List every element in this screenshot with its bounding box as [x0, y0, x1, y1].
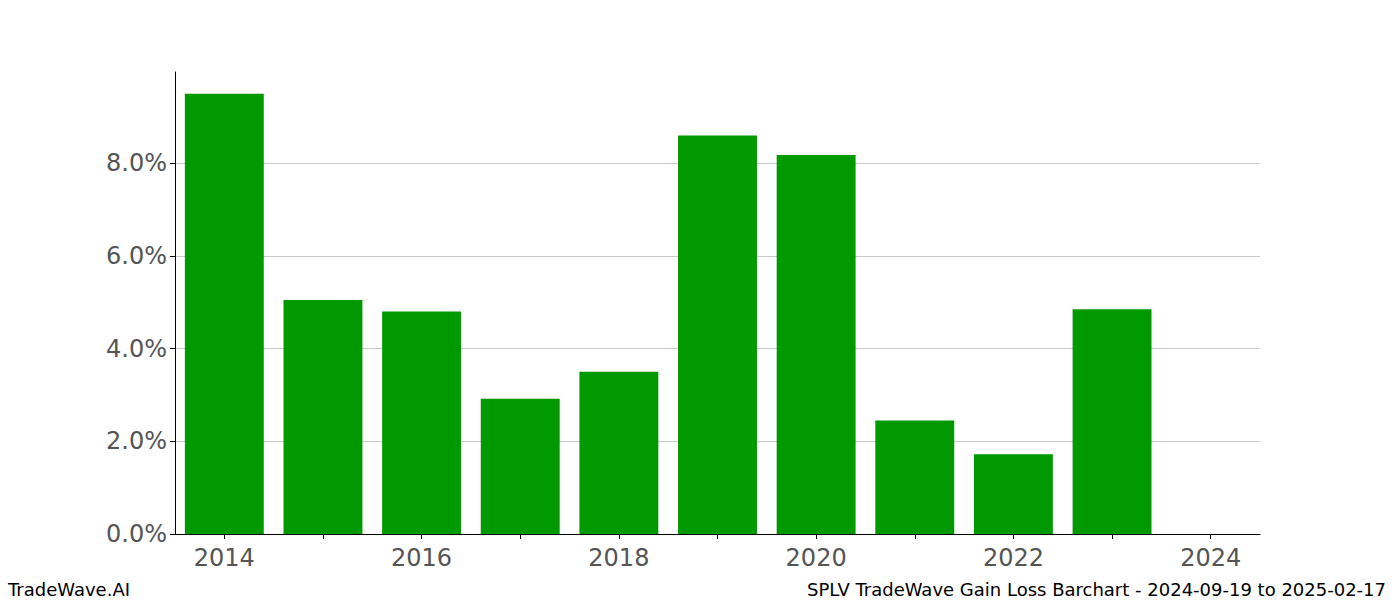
svg-text:2016: 2016 — [391, 544, 452, 572]
svg-text:2.0%: 2.0% — [106, 427, 167, 455]
svg-text:2024: 2024 — [1180, 544, 1241, 572]
svg-text:4.0%: 4.0% — [106, 335, 167, 363]
svg-text:2022: 2022 — [983, 544, 1044, 572]
svg-text:0.0%: 0.0% — [106, 520, 167, 548]
svg-text:8.0%: 8.0% — [106, 149, 167, 177]
svg-text:2020: 2020 — [786, 544, 847, 572]
svg-text:2018: 2018 — [588, 544, 649, 572]
svg-text:TradeWave.AI: TradeWave.AI — [7, 579, 130, 600]
svg-text:6.0%: 6.0% — [106, 242, 167, 270]
svg-text:SPLV TradeWave Gain Loss Barch: SPLV TradeWave Gain Loss Barchart - 2024… — [807, 579, 1386, 600]
svg-text:2014: 2014 — [194, 544, 255, 572]
